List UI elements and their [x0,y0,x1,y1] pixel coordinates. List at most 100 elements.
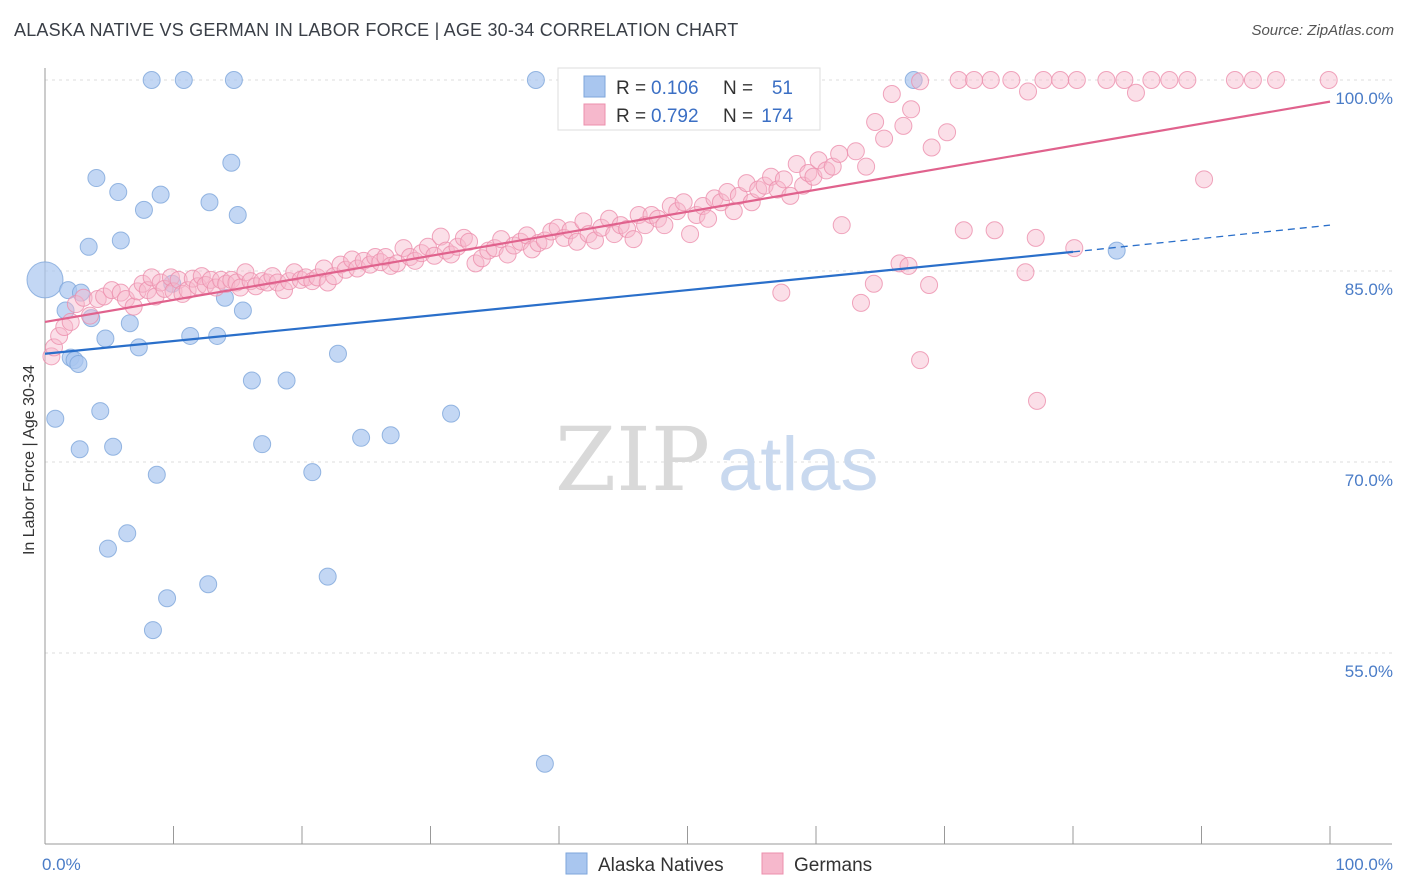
source-label: Source: ZipAtlas.com [1251,22,1394,39]
data-point [1065,239,1084,258]
y-tick-label: 100.0% [1335,89,1393,108]
data-point [526,71,545,89]
data-point [222,153,241,172]
data-point [674,193,693,212]
data-point [222,270,241,289]
data-point [26,261,64,299]
data-point [215,288,234,307]
data-point [1195,170,1214,189]
data-point [911,351,930,370]
data-point [965,71,984,89]
data-point [624,230,643,249]
data-point [331,255,350,274]
data-point [134,200,153,219]
data-point [242,371,261,390]
data-point [523,240,542,259]
legend-n-value: 51 [772,78,793,99]
legend-top-swatch [583,103,606,126]
data-point [129,338,148,357]
legend-bottom-swatch [761,852,784,875]
data-point [938,123,957,142]
data-point [146,287,165,306]
data-point [1115,71,1134,89]
data-point [911,72,930,91]
data-point [1267,71,1286,89]
data-point [151,185,170,204]
data-point [343,250,362,269]
data-point [253,435,272,454]
data-point [851,293,870,312]
data-point [228,205,247,224]
data-point [1319,71,1338,89]
data-point [985,221,1004,240]
data-point [737,174,756,193]
data-point [875,129,894,148]
data-point [1002,71,1021,89]
data-point [174,71,193,89]
data-point [118,524,137,543]
y-tick-label: 70.0% [1345,471,1393,490]
data-point [352,428,371,447]
legend-r-value: 0.106 [651,78,699,99]
data-point [1142,71,1161,89]
data-point [1067,71,1086,89]
legend-n-label: N = [723,106,753,127]
data-point [69,354,88,373]
y-tick-labels: 100.0% 85.0% 70.0% 55.0% [1335,89,1393,681]
data-point [857,157,876,176]
data-point [922,138,941,157]
data-point [376,247,395,266]
trend-line-alaska-natives [44,250,1074,355]
legend-bottom: Alaska Natives Germans [565,852,872,876]
data-point [894,116,913,135]
data-point [1034,71,1053,89]
data-point [832,216,851,235]
data-point [866,113,885,132]
watermark-atlas: atlas [718,422,879,507]
trend-line-germans [44,100,1331,324]
data-point [1026,228,1045,247]
data-point [681,225,700,244]
data-point [70,440,89,459]
data-point [1051,71,1070,89]
data-point [1178,71,1197,89]
data-point [718,183,737,202]
legend-bottom-label: Alaska Natives [598,855,724,876]
legend-n-value: 174 [761,106,793,127]
chart-title: ALASKA NATIVE VS GERMAN IN LABOR FORCE |… [14,20,739,40]
data-point [277,371,296,390]
data-point [472,249,491,268]
x-tick-label: 100.0% [1335,855,1393,874]
data-point [109,183,128,202]
x-tick-label: 0.0% [42,855,81,874]
data-point [949,71,968,89]
data-point [981,71,1000,89]
data-point [303,463,322,482]
trend-lines [44,100,1331,355]
data-point [142,71,161,89]
legend-bottom-label: Germans [794,855,872,876]
data-point [904,71,923,89]
data-point [169,270,188,289]
data-point [199,575,218,594]
trend-line-alaska-natives-projection [1072,224,1331,253]
legend-top-swatch [583,75,606,98]
data-point [98,539,117,558]
data-point [46,409,65,428]
data-point [318,567,337,586]
watermark: ZIP atlas [555,408,879,511]
data-point [181,326,200,345]
data-point [1126,83,1145,102]
legend-r-value: 0.792 [651,106,699,127]
data-point [830,144,849,163]
legend-r-label: R = [616,106,646,127]
data-point [95,287,114,306]
data-point [920,276,939,295]
data-point [178,281,197,300]
data-point [158,589,177,608]
data-point [74,288,93,307]
data-point [899,256,918,275]
x-tick-labels: 0.0% 100.0% [42,855,1393,874]
data-point [142,268,161,287]
data-point [236,263,255,282]
